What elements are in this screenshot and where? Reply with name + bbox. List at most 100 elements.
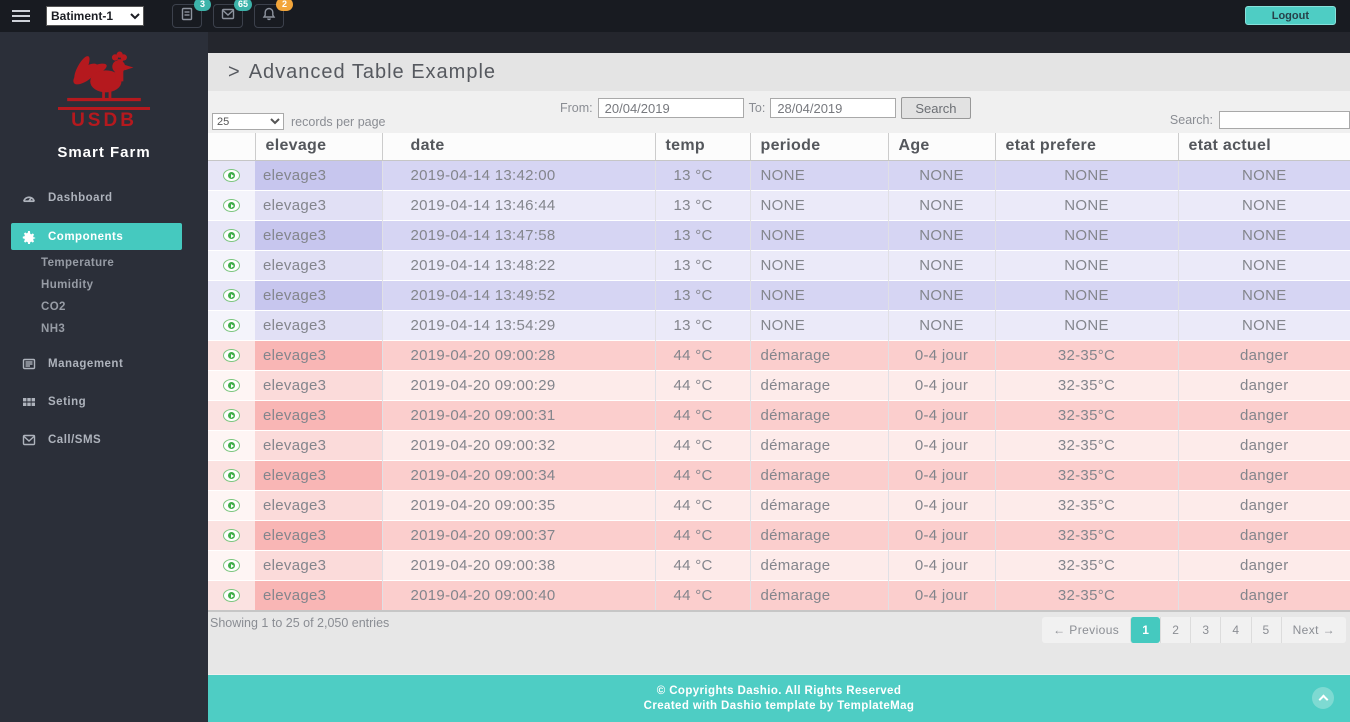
bell-button[interactable]: 2 [254, 0, 293, 28]
logo-text: USDB [58, 107, 150, 132]
table-cell: NONE [1177, 219, 1350, 250]
table-cell-expand [208, 549, 255, 580]
column-header-Age[interactable]: Age [887, 133, 995, 161]
table-cell: elevage3 [255, 219, 382, 250]
table-cell: démarage [749, 459, 888, 490]
hamburger-menu-icon[interactable] [12, 7, 32, 25]
table-row: elevage3 2019-04-20 09:00:34 44 °C démarage… [208, 459, 1350, 490]
expand-row-icon[interactable] [223, 499, 240, 513]
table-cell: démarage [749, 369, 888, 400]
pagination-page-1[interactable]: 1 [1130, 617, 1161, 643]
table-cell: 44 °C [654, 519, 750, 550]
expand-row-icon[interactable] [223, 169, 240, 183]
file-button[interactable]: 3 [172, 0, 211, 28]
table-cell: elevage3 [255, 159, 382, 190]
title-chevron: > [228, 60, 241, 83]
date-range-filter: From: To: Search [560, 97, 971, 119]
expand-row-icon[interactable] [223, 229, 240, 243]
table-cell: démarage [749, 429, 888, 460]
expand-row-icon[interactable] [223, 349, 240, 363]
column-header-expand[interactable] [208, 133, 255, 161]
expand-row-icon[interactable] [223, 289, 240, 303]
column-header-etat prefere[interactable]: etat prefere [994, 133, 1178, 161]
sidebar-item-call-sms[interactable]: Call/SMS [0, 425, 208, 455]
expand-row-icon[interactable] [223, 559, 240, 573]
expand-row-icon[interactable] [223, 319, 240, 333]
sidebar-item-management[interactable]: Management [0, 349, 208, 379]
sidebar-subitem-co2[interactable]: CO2 [0, 296, 208, 318]
column-header-temp[interactable]: temp [654, 133, 750, 161]
logo: USDB [0, 32, 208, 132]
sidebar-item-label: Dashboard [48, 192, 113, 204]
table-cell-expand [208, 579, 255, 610]
column-header-elevage[interactable]: elevage [254, 133, 382, 161]
column-header-date[interactable]: date [381, 133, 655, 161]
table-cell: 0-4 jour [887, 429, 995, 460]
table-cell: NONE [749, 279, 888, 310]
expand-row-icon[interactable] [223, 199, 240, 213]
table-cell: démarage [749, 339, 888, 370]
table-cell: 0-4 jour [887, 339, 995, 370]
search-input[interactable] [1219, 111, 1350, 129]
table-cell: 0-4 jour [887, 399, 995, 430]
page-title-bar: > Advanced Table Example [208, 53, 1350, 91]
settings-icon [20, 394, 37, 411]
date-search-button[interactable]: Search [901, 97, 971, 119]
pagination-page-4[interactable]: 4 [1220, 617, 1250, 643]
table-cell: NONE [749, 309, 888, 340]
table-cell: NONE [994, 219, 1178, 250]
chevron-up-icon [1318, 694, 1328, 705]
sidebar-subitem-temperature[interactable]: Temperature [0, 252, 208, 274]
table-cell: danger [1177, 579, 1350, 610]
table-row: elevage3 2019-04-20 09:00:29 44 °C démarage… [208, 369, 1350, 400]
table-controls: 25 records per page From: To: Search Sea… [208, 91, 1350, 133]
records-per-page-label: records per page [291, 114, 386, 129]
pagination-page-3[interactable]: 3 [1190, 617, 1220, 643]
sidebar-item-components[interactable]: Components [11, 223, 182, 250]
table-cell: 0-4 jour [887, 489, 995, 520]
expand-row-icon[interactable] [223, 259, 240, 273]
to-date-input[interactable] [770, 98, 897, 118]
expand-row-icon[interactable] [223, 409, 240, 423]
table-cell: elevage3 [255, 339, 382, 370]
scroll-to-top-button[interactable] [1312, 687, 1334, 709]
main-content: > Advanced Table Example 25 records per … [208, 32, 1350, 722]
table-cell: 32-35°C [994, 339, 1178, 370]
rooster-logo-icon [67, 51, 141, 102]
column-header-periode[interactable]: periode [749, 133, 888, 161]
expand-row-icon[interactable] [223, 379, 240, 393]
mail-button[interactable]: 65 [213, 0, 252, 28]
pagination-next[interactable]: Next → [1280, 617, 1346, 643]
sidebar-subitem-nh3[interactable]: NH3 [0, 318, 208, 340]
table-row: elevage3 2019-04-20 09:00:28 44 °C démarage… [208, 339, 1350, 370]
table-cell: 44 °C [654, 579, 750, 610]
pagination-previous[interactable]: ← Previous [1053, 623, 1120, 637]
expand-row-icon[interactable] [223, 589, 240, 603]
sidebar: USDB Smart Farm Dashboard Components Tempe… [0, 32, 208, 722]
table-cell: danger [1177, 459, 1350, 490]
table-cell: 2019-04-14 13:42:00 [381, 159, 655, 190]
data-table: elevage date temp periode Age etat prefere eta… [208, 133, 1350, 610]
from-date-input[interactable] [597, 98, 744, 118]
column-header-etat actuel[interactable]: etat actuel [1177, 133, 1350, 161]
table-cell: 0-4 jour [887, 369, 995, 400]
sidebar-item-seting[interactable]: Seting [0, 387, 208, 417]
table-cell: elevage3 [255, 189, 382, 220]
table-cell: NONE [887, 159, 995, 190]
pagination-page-5[interactable]: 5 [1250, 617, 1281, 643]
table-cell: 32-35°C [994, 399, 1178, 430]
expand-row-icon[interactable] [223, 469, 240, 483]
sidebar-subitem-humidity[interactable]: Humidity [0, 274, 208, 296]
expand-row-icon[interactable] [223, 439, 240, 453]
sidebar-item-dashboard[interactable]: Dashboard [0, 183, 208, 213]
table-cell: 2019-04-20 09:00:31 [381, 399, 655, 430]
pagination-page-2[interactable]: 2 [1160, 617, 1190, 643]
table-cell: NONE [887, 249, 995, 280]
table-cell: 2019-04-14 13:47:58 [381, 219, 655, 250]
building-select[interactable]: Batiment-1 [46, 6, 144, 26]
table-cell: 2019-04-14 13:49:52 [381, 279, 655, 310]
table-row: elevage3 2019-04-14 13:54:29 13 °C NONE NONE… [208, 309, 1350, 340]
expand-row-icon[interactable] [223, 529, 240, 543]
records-per-page-select[interactable]: 25 [212, 113, 284, 130]
logout-button[interactable]: Logout [1244, 6, 1336, 25]
